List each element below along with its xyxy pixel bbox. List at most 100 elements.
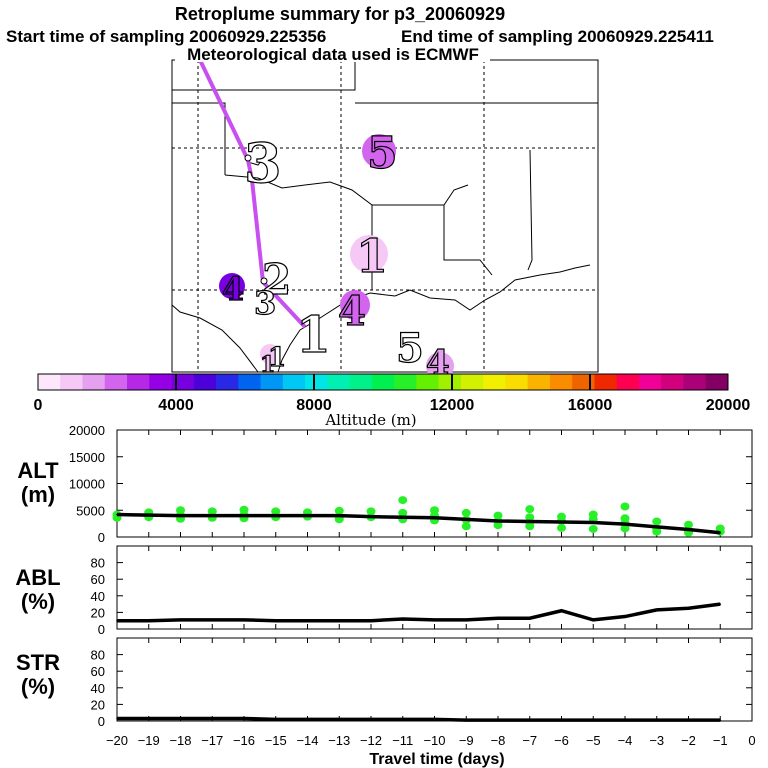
plume-labels: 5 3 1 4 2 3 4 1 1 5 4 1	[221, 127, 450, 383]
y-tick-label: 0	[98, 714, 105, 729]
y-tick-label: 60	[91, 572, 105, 587]
colorbar-cell	[260, 374, 284, 390]
colorbar-cell	[371, 374, 395, 390]
data-point	[306, 514, 309, 517]
map-frame	[171, 59, 599, 373]
data-point	[147, 514, 150, 516]
colorbar-cell	[38, 374, 61, 390]
plot-frame	[116, 637, 753, 722]
y-tick-label: 0	[98, 622, 105, 637]
data-point	[719, 531, 722, 534]
colorbar-cell	[527, 374, 551, 390]
colorbar-cells	[38, 374, 729, 390]
panel-y-label: (m)	[21, 482, 55, 507]
plume-label: 1	[260, 352, 275, 378]
plot-frame	[116, 545, 753, 630]
data-point	[560, 521, 563, 523]
data-point	[116, 717, 118, 720]
y-tick-label: 80	[91, 648, 105, 663]
data-point	[211, 717, 214, 720]
colorbar-cell	[638, 374, 662, 390]
colorbar-tick-label: 16000	[568, 397, 613, 414]
data-point	[116, 619, 118, 622]
colorbar-cell	[394, 374, 417, 390]
colorbar-tick-label: 12000	[430, 397, 475, 414]
data-point	[592, 619, 595, 621]
y-tick-label: 20	[91, 697, 105, 712]
map-gridlines	[172, 60, 598, 372]
colorbar-label: Altitude (m)	[324, 411, 416, 429]
data-point	[528, 520, 531, 523]
data-point	[274, 619, 277, 622]
y-tick-label: 40	[91, 589, 105, 604]
x-tick-label: −16	[233, 733, 255, 748]
plume-track	[198, 59, 307, 329]
x-tick-label: −3	[649, 733, 664, 748]
plume-label: 3	[254, 284, 276, 322]
data-point	[306, 718, 309, 721]
data-point	[528, 719, 531, 721]
x-tick-label: −14	[296, 733, 318, 748]
data-point	[433, 619, 436, 621]
colorbar-cell	[683, 374, 707, 390]
x-tick-label: −19	[138, 733, 160, 748]
plume-cluster	[219, 273, 245, 299]
plume-label: 1	[296, 305, 331, 364]
colorbar-cell	[572, 374, 595, 390]
colorbar-cell	[127, 374, 150, 390]
colorbar-cell	[416, 374, 440, 390]
plume-label: 5	[396, 325, 424, 372]
figure-title: Retroplume summary for p3_20060929	[175, 4, 505, 24]
data-point	[465, 719, 468, 721]
scatter-point	[652, 527, 662, 536]
colorbar-frame	[37, 373, 729, 391]
colorbar-cell	[616, 374, 640, 390]
x-tick-label: −5	[586, 733, 601, 748]
colorbar-cell	[438, 374, 462, 390]
scatter-point	[620, 524, 630, 533]
scatter-point	[461, 522, 471, 531]
data-point	[401, 516, 404, 519]
x-tick-label: −10	[423, 733, 445, 748]
colorbar-cell	[594, 374, 618, 390]
colorbar-cell	[661, 374, 684, 390]
end-time: End time of sampling 20060929.225411	[401, 27, 714, 46]
colorbar-tick-label: 0	[34, 397, 43, 414]
x-tick-label: −17	[201, 733, 223, 748]
scatter-point	[557, 523, 566, 532]
scatter-point	[366, 507, 376, 516]
scatter-point	[271, 507, 281, 516]
x-tick-label: 0	[748, 733, 755, 748]
plume-cluster	[362, 134, 396, 168]
data-point	[179, 619, 182, 621]
data-point	[370, 515, 372, 518]
series-line	[117, 602, 721, 623]
y-tick-label: 10000	[69, 477, 105, 492]
scatter-point	[525, 505, 535, 514]
y-tick-label: 5000	[76, 503, 105, 518]
colorbar-cell	[193, 374, 217, 390]
scatter-point	[398, 496, 408, 505]
colorbar-cell	[238, 374, 262, 390]
data-point	[243, 717, 245, 720]
data-point	[338, 718, 341, 721]
series-line	[117, 716, 721, 722]
y-tick-label: 20000	[69, 423, 105, 438]
plume-label: 1	[268, 343, 286, 373]
x-tick-label: −12	[360, 733, 382, 748]
plume-cluster	[340, 290, 370, 320]
data-point	[560, 719, 563, 721]
x-tick-label: −6	[554, 733, 569, 748]
colorbar-cell	[216, 374, 239, 390]
data-point	[274, 718, 277, 721]
time-series-panels: 05000100001500020000ALT(m)020406080ABL(%…	[15, 423, 755, 768]
y-tick-label: 40	[91, 681, 105, 696]
data-point	[687, 607, 690, 610]
plume-label: 5	[367, 128, 398, 179]
track-node	[244, 154, 252, 162]
data-point	[655, 719, 658, 721]
colorbar-cell	[483, 374, 506, 390]
panel-alt: 0 5000 10000 15000 20000 ALT(m)	[17, 423, 753, 545]
